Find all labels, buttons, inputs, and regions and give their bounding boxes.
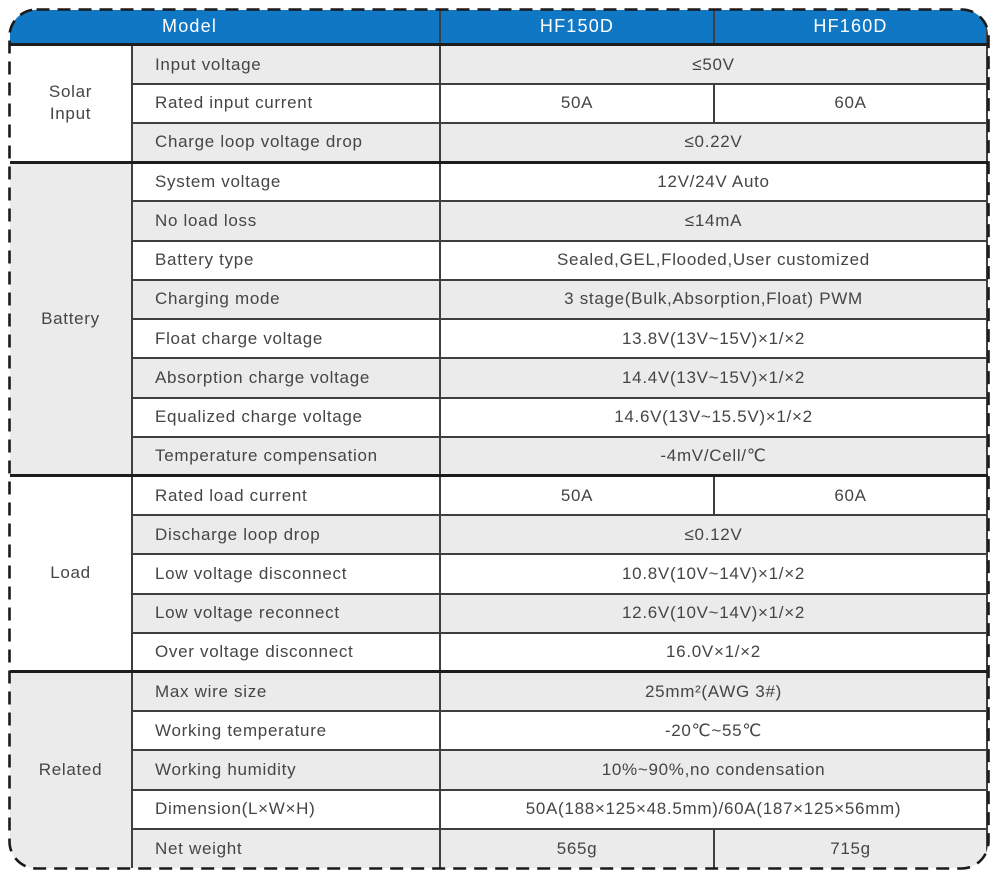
spec-value-cell: 13.8V(13V~15V)×1/×2 xyxy=(439,318,988,360)
spec-row: Low voltage reconnect 12.6V(10V~14V)×1/×… xyxy=(10,592,988,634)
spec-value-cell: ≤0.22V xyxy=(439,122,988,164)
spec-row: Working humidity 10%~90%,no condensation xyxy=(10,749,988,791)
spec-label-cell: Low voltage disconnect xyxy=(131,553,441,595)
group-cell-load: Load xyxy=(10,474,133,673)
spec-label-cell: Rated input current xyxy=(131,82,441,125)
spec-label-cell: No load loss xyxy=(131,200,441,242)
spec-value-cell: 60A xyxy=(713,474,988,517)
spec-row: Over voltage disconnect 16.0V×1/×2 xyxy=(10,631,988,673)
spec-table-container: Model HF150D HF160D Solar Input Input vo… xyxy=(10,10,988,868)
spec-label-cell: Low voltage reconnect xyxy=(131,592,441,634)
header-row: Model HF150D HF160D xyxy=(10,10,988,47)
spec-value-cell: 14.6V(13V~15.5V)×1/×2 xyxy=(439,396,988,438)
spec-row: Low voltage disconnect 10.8V(10V~14V)×1/… xyxy=(10,553,988,595)
spec-row: Discharge loop drop ≤0.12V xyxy=(10,514,988,556)
spec-row: Dimension(L×W×H) 50A(188×125×48.5mm)/60A… xyxy=(10,788,988,830)
spec-value-cell: 50A xyxy=(439,82,715,125)
spec-value-cell: 565g xyxy=(439,827,715,868)
group-cell-solar-input: Solar Input xyxy=(10,43,133,164)
spec-row: Net weight 565g 715g xyxy=(10,827,988,868)
spec-row: Load Rated load current 50A 60A xyxy=(10,474,988,673)
spec-value-cell: 3 stage(Bulk,Absorption,Float) PWM xyxy=(439,278,988,321)
spec-value-cell: 12.6V(10V~14V)×1/×2 xyxy=(439,592,988,634)
spec-value-cell: 715g xyxy=(713,827,988,868)
group-cell-battery: Battery xyxy=(10,160,133,477)
spec-value-cell: -20℃~55℃ xyxy=(439,710,988,752)
spec-row: Absorption charge voltage 14.4V(13V~15V)… xyxy=(10,357,988,399)
spec-value-cell: ≤50V xyxy=(439,43,988,85)
spec-value-cell: 25mm²(AWG 3#) xyxy=(439,670,988,713)
spec-row: Charging mode 3 stage(Bulk,Absorption,Fl… xyxy=(10,278,988,321)
spec-row: Solar Input Input voltage ≤50V xyxy=(10,43,988,164)
spec-label-cell: Temperature compensation xyxy=(131,435,441,477)
spec-value-cell: 10%~90%,no condensation xyxy=(439,749,988,791)
spec-label-cell: Net weight xyxy=(131,827,441,868)
spec-label-cell: Discharge loop drop xyxy=(131,514,441,556)
spec-label-cell: Working temperature xyxy=(131,710,441,752)
spec-label-cell: Charge loop voltage drop xyxy=(131,122,441,164)
spec-row: No load loss ≤14mA xyxy=(10,200,988,242)
spec-label-cell: Battery type xyxy=(131,239,441,281)
spec-label-cell: Equalized charge voltage xyxy=(131,396,441,438)
header-model: Model xyxy=(10,10,441,47)
group-cell-related: Related xyxy=(10,670,133,868)
spec-label-cell: Over voltage disconnect xyxy=(131,631,441,673)
spec-label-cell: Working humidity xyxy=(131,749,441,791)
spec-row: Battery System voltage 12V/24V Auto xyxy=(10,160,988,477)
spec-value-cell: -4mV/Cell/℃ xyxy=(439,435,988,477)
spec-sheet-card: Model HF150D HF160D Solar Input Input vo… xyxy=(8,8,990,870)
spec-row: Float charge voltage 13.8V(13V~15V)×1/×2 xyxy=(10,318,988,360)
spec-label-cell: Float charge voltage xyxy=(131,318,441,360)
spec-value-cell: 16.0V×1/×2 xyxy=(439,631,988,673)
header-model-hf160d: HF160D xyxy=(713,10,988,47)
spec-row: Related Max wire size 25mm²(AWG 3#) xyxy=(10,670,988,868)
spec-label-cell: System voltage xyxy=(131,160,441,203)
spec-label-cell: Rated load current xyxy=(131,474,441,517)
spec-row: Battery type Sealed,GEL,Flooded,User cus… xyxy=(10,239,988,281)
spec-row: Equalized charge voltage 14.6V(13V~15.5V… xyxy=(10,396,988,438)
spec-value-cell: 50A xyxy=(439,474,715,517)
spec-label-cell: Dimension(L×W×H) xyxy=(131,788,441,830)
spec-value-cell: ≤14mA xyxy=(439,200,988,242)
spec-label-cell: Absorption charge voltage xyxy=(131,357,441,399)
spec-row: Charge loop voltage drop ≤0.22V xyxy=(10,122,988,164)
spec-table: Model HF150D HF160D Solar Input Input vo… xyxy=(10,10,988,868)
spec-label-cell: Max wire size xyxy=(131,670,441,713)
spec-row: Working temperature -20℃~55℃ xyxy=(10,710,988,752)
header-model-hf150d: HF150D xyxy=(439,10,715,47)
spec-value-cell: 14.4V(13V~15V)×1/×2 xyxy=(439,357,988,399)
spec-value-cell: 60A xyxy=(713,82,988,125)
spec-value-cell: 10.8V(10V~14V)×1/×2 xyxy=(439,553,988,595)
spec-label-cell: Input voltage xyxy=(131,43,441,85)
spec-value-cell: 12V/24V Auto xyxy=(439,160,988,203)
spec-value-cell: Sealed,GEL,Flooded,User customized xyxy=(439,239,988,281)
spec-row: Rated input current 50A 60A xyxy=(10,82,988,125)
spec-value-cell: ≤0.12V xyxy=(439,514,988,556)
spec-row: Temperature compensation -4mV/Cell/℃ xyxy=(10,435,988,477)
spec-label-cell: Charging mode xyxy=(131,278,441,321)
spec-value-cell: 50A(188×125×48.5mm)/60A(187×125×56mm) xyxy=(439,788,988,830)
